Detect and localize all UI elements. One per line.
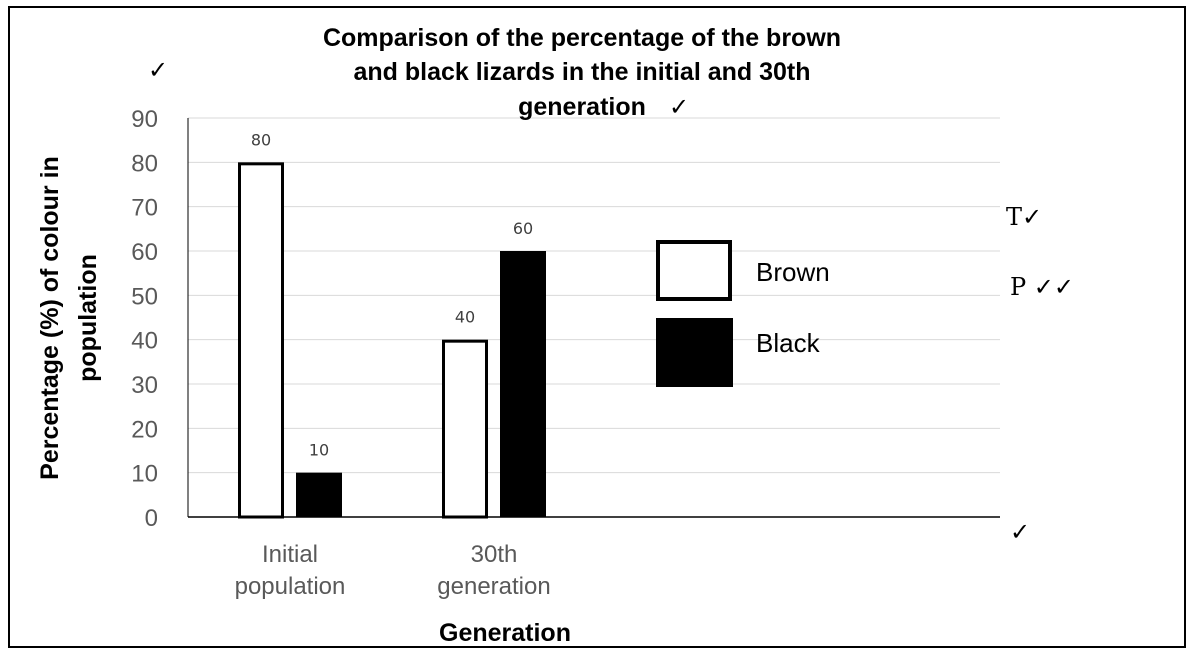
y-tick-label: 90 [131, 106, 158, 133]
legend-label-brown: Brown [756, 257, 830, 287]
y-tick-label: 80 [131, 150, 158, 177]
y-tick-label: 10 [131, 461, 158, 488]
bars: 80 10 40 60 [238, 130, 546, 519]
chart-title: Comparison of the percentage of the brow… [323, 24, 841, 121]
chart-title-line-1: Comparison of the percentage of the brow… [323, 24, 841, 52]
y-axis-title-line-2: population [74, 254, 102, 382]
y-axis-title: Percentage (%) of colour in population [36, 156, 102, 480]
gridlines [188, 117, 1000, 474]
top-left-tick-mark: ✓ [148, 56, 168, 84]
data-label-black-0: 10 [309, 441, 329, 460]
data-label-brown-1: 40 [455, 308, 475, 327]
bar-brown-1 [442, 339, 488, 519]
figure-frame [8, 6, 1186, 648]
legend-swatch-black [656, 318, 733, 387]
y-tick-label: 40 [131, 328, 158, 355]
y-tick-label: 70 [131, 195, 158, 222]
bar-black-1 [500, 251, 546, 518]
data-label-black-1: 60 [513, 219, 533, 238]
y-tick-label: 0 [145, 505, 158, 532]
x-axis-ticks: Initial population 30th generation [235, 541, 551, 600]
x-tick-label: generation [437, 573, 550, 600]
p-mark: P ✓✓ [1010, 273, 1074, 301]
y-tick-label: 30 [131, 372, 158, 399]
x-tick-label: population [235, 573, 346, 600]
title-tick-mark: ✓ [669, 93, 689, 121]
chart-title-line-3: generation [518, 93, 646, 121]
x-axis-title: Generation [439, 619, 571, 647]
y-tick-label: 20 [131, 416, 158, 443]
x-tick-label: 30th [471, 541, 518, 568]
t-mark: T✓ [1006, 203, 1042, 231]
y-tick-label: 50 [131, 283, 158, 310]
legend: Brown Black [656, 240, 830, 387]
y-axis-title-line-1: Percentage (%) of colour in [36, 156, 64, 480]
chart-title-line-2: and black lizards in the initial and 30t… [353, 58, 810, 86]
legend-label-black: Black [756, 328, 821, 358]
bar-black-0 [296, 472, 342, 518]
legend-swatch-brown [656, 240, 732, 301]
y-tick-label: 60 [131, 239, 158, 266]
bottom-right-tick-mark: ✓ [1010, 518, 1030, 546]
bar-brown-0 [238, 162, 284, 519]
data-label-brown-0: 80 [251, 130, 271, 149]
x-tick-label: Initial [262, 541, 318, 568]
y-axis-ticks: 0 10 20 30 40 50 60 70 80 90 [131, 106, 158, 532]
